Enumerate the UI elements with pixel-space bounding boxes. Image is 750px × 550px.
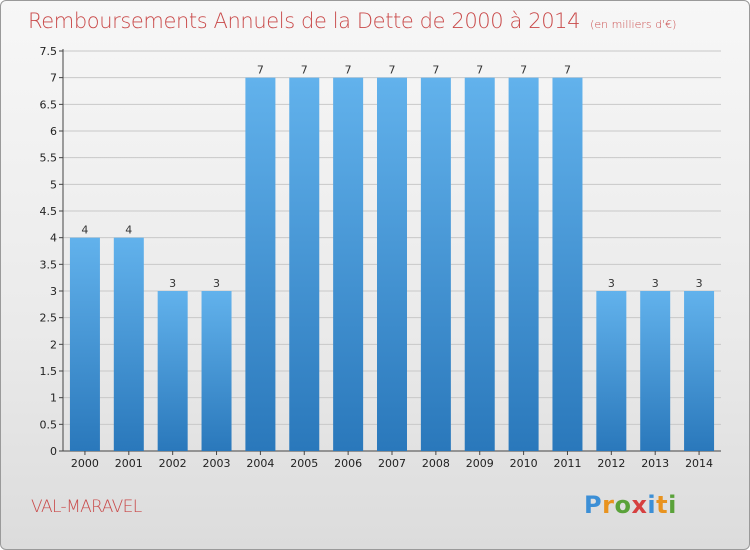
- bar: [69, 237, 100, 451]
- x-tick-label: 2012: [597, 457, 625, 470]
- data-label: 7: [564, 64, 571, 77]
- y-tick-label: 1.5: [40, 365, 58, 378]
- logo-letter: r: [602, 491, 615, 519]
- bar: [201, 291, 232, 451]
- bar: [157, 291, 188, 451]
- bar: [684, 291, 715, 451]
- y-tick-label: 5.5: [40, 152, 58, 165]
- x-tick-label: 2008: [422, 457, 450, 470]
- y-tick-label: 0.5: [40, 418, 58, 431]
- data-label: 7: [476, 64, 483, 77]
- x-tick-label: 2010: [510, 457, 538, 470]
- y-tick-label: 7: [50, 72, 57, 85]
- y-tick-label: 6.5: [40, 98, 58, 111]
- data-label: 7: [345, 64, 352, 77]
- proxiti-logo[interactable]: Proxiti: [584, 491, 677, 519]
- x-tick-label: 2014: [685, 457, 713, 470]
- x-tick-label: 2005: [290, 457, 318, 470]
- logo-letter: i: [647, 491, 657, 519]
- y-tick-label: 0: [50, 445, 57, 458]
- logo-letter: x: [631, 491, 648, 519]
- chart-unit: (en milliers d'€): [590, 18, 677, 31]
- y-tick-label: 4: [50, 232, 57, 245]
- bar: [377, 77, 407, 452]
- x-tick-label: 2011: [553, 457, 581, 470]
- y-tick-label: 3: [50, 285, 57, 298]
- data-label: 3: [213, 277, 220, 290]
- bar: [113, 237, 144, 451]
- y-tick-label: 4.5: [40, 205, 58, 218]
- x-tick-label: 2002: [159, 457, 187, 470]
- bar: [508, 77, 539, 452]
- x-tick-label: 2006: [334, 457, 362, 470]
- y-tick-label: 6: [50, 125, 57, 138]
- bar: [420, 77, 451, 452]
- bar: [464, 77, 495, 452]
- x-tick-label: 2004: [246, 457, 274, 470]
- bar: [289, 77, 320, 452]
- data-label: 3: [696, 277, 703, 290]
- bar: [552, 77, 583, 452]
- y-tick-label: 7.5: [40, 45, 58, 58]
- data-label: 3: [608, 277, 615, 290]
- logo-letter: i: [668, 491, 677, 519]
- bar: [596, 291, 627, 451]
- data-label: 7: [257, 64, 264, 77]
- data-label: 4: [125, 224, 132, 237]
- data-label: 3: [652, 277, 659, 290]
- x-tick-label: 2000: [71, 457, 99, 470]
- x-tick-label: 2003: [203, 457, 231, 470]
- data-label: 7: [389, 64, 396, 77]
- x-tick-label: 2007: [378, 457, 406, 470]
- x-tick-label: 2009: [466, 457, 494, 470]
- bar: [640, 291, 671, 451]
- data-label: 7: [301, 64, 308, 77]
- data-label: 4: [81, 224, 88, 237]
- chart-title: Remboursements Annuels de la Dette de 20…: [28, 9, 676, 33]
- data-label: 7: [432, 64, 439, 77]
- logo-letter: o: [614, 491, 632, 519]
- chart-title-text: Remboursements Annuels de la Dette de 20…: [28, 9, 581, 33]
- y-tick-label: 2.5: [40, 312, 58, 325]
- commune-name: VAL-MARAVEL: [31, 497, 142, 517]
- logo-letter: P: [584, 491, 603, 519]
- x-tick-label: 2013: [641, 457, 669, 470]
- y-tick-label: 3.5: [40, 258, 58, 271]
- bar: [333, 77, 364, 452]
- data-label: 7: [520, 64, 527, 77]
- logo-letter: t: [656, 491, 669, 519]
- y-tick-label: 2: [50, 338, 57, 351]
- bar: [245, 77, 276, 452]
- x-tick-label: 2001: [115, 457, 143, 470]
- y-tick-label: 1: [50, 392, 57, 405]
- y-tick-label: 5: [50, 178, 57, 191]
- data-label: 3: [169, 277, 176, 290]
